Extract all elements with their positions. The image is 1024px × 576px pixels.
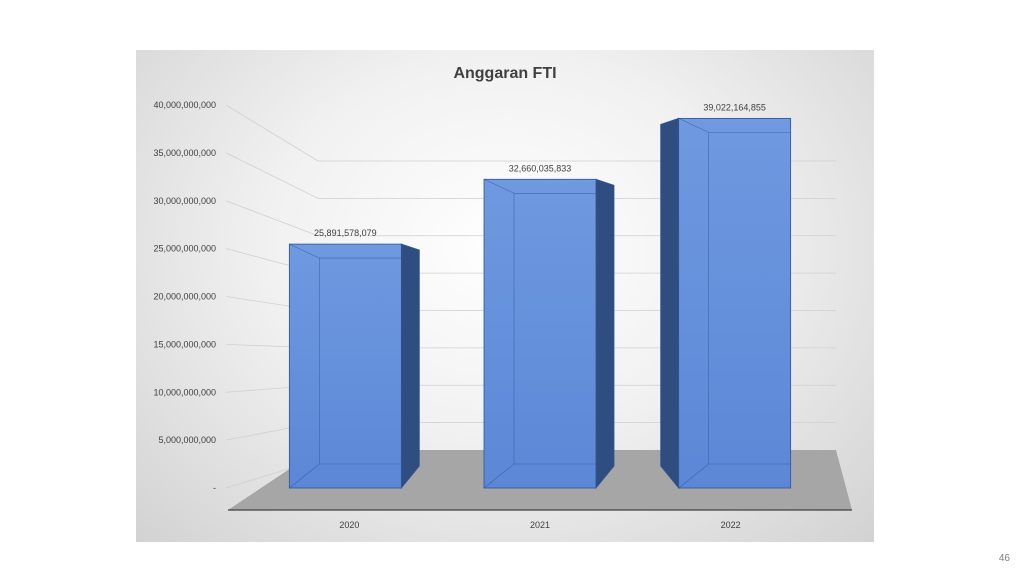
bar-inner-edge: [483, 463, 596, 489]
y-tick-label: 10,000,000,000: [153, 387, 216, 397]
y-axis: - 5,000,000,000 10,000,000,000 15,000,000,0…: [153, 100, 216, 493]
bar-side-face: [660, 117, 680, 490]
bars: [288, 117, 792, 490]
bar: [678, 117, 792, 489]
y-tick-label: 35,000,000,000: [153, 148, 216, 158]
y-tick-label: 20,000,000,000: [153, 292, 216, 302]
bar-side-face: [400, 243, 420, 490]
bar-inner-edge: [483, 179, 515, 194]
page-number: 46: [998, 553, 1010, 564]
bar-inner-edge: [289, 463, 402, 489]
chart-area: Anggaran FTI - 5,000,000,000 10,000,000,00…: [136, 50, 874, 542]
bar-chart: Anggaran FTI - 5,000,000,000 10,000,000,00…: [153, 65, 852, 530]
x-tick-label: 2022: [721, 520, 741, 530]
chart-title: Anggaran FTI: [453, 65, 556, 82]
bar: [288, 243, 402, 489]
x-axis: 2020 2021 2022: [339, 520, 740, 530]
y-tick-label: 15,000,000,000: [153, 339, 216, 349]
y-tick-label: 30,000,000,000: [153, 196, 216, 206]
bar-inner-edge: [678, 118, 709, 133]
y-tick-label: -: [213, 483, 216, 493]
x-tick-label: 2021: [530, 520, 550, 530]
bar-side-face: [595, 178, 615, 490]
y-tick-label: 5,000,000,000: [158, 435, 216, 445]
y-tick-label: 40,000,000,000: [153, 100, 216, 110]
y-tick-label: 25,000,000,000: [153, 244, 216, 254]
data-labels: 25,891,578,079 32,660,035,833 39,022,164,8…: [314, 102, 766, 238]
bar-inner-edge: [678, 463, 791, 489]
x-tick-label: 2020: [339, 520, 359, 530]
data-label: 39,022,164,855: [703, 102, 766, 112]
data-label: 25,891,578,079: [314, 228, 377, 238]
bar-inner-edge: [289, 243, 320, 259]
bar: [483, 178, 597, 489]
data-label: 32,660,035,833: [509, 163, 572, 173]
